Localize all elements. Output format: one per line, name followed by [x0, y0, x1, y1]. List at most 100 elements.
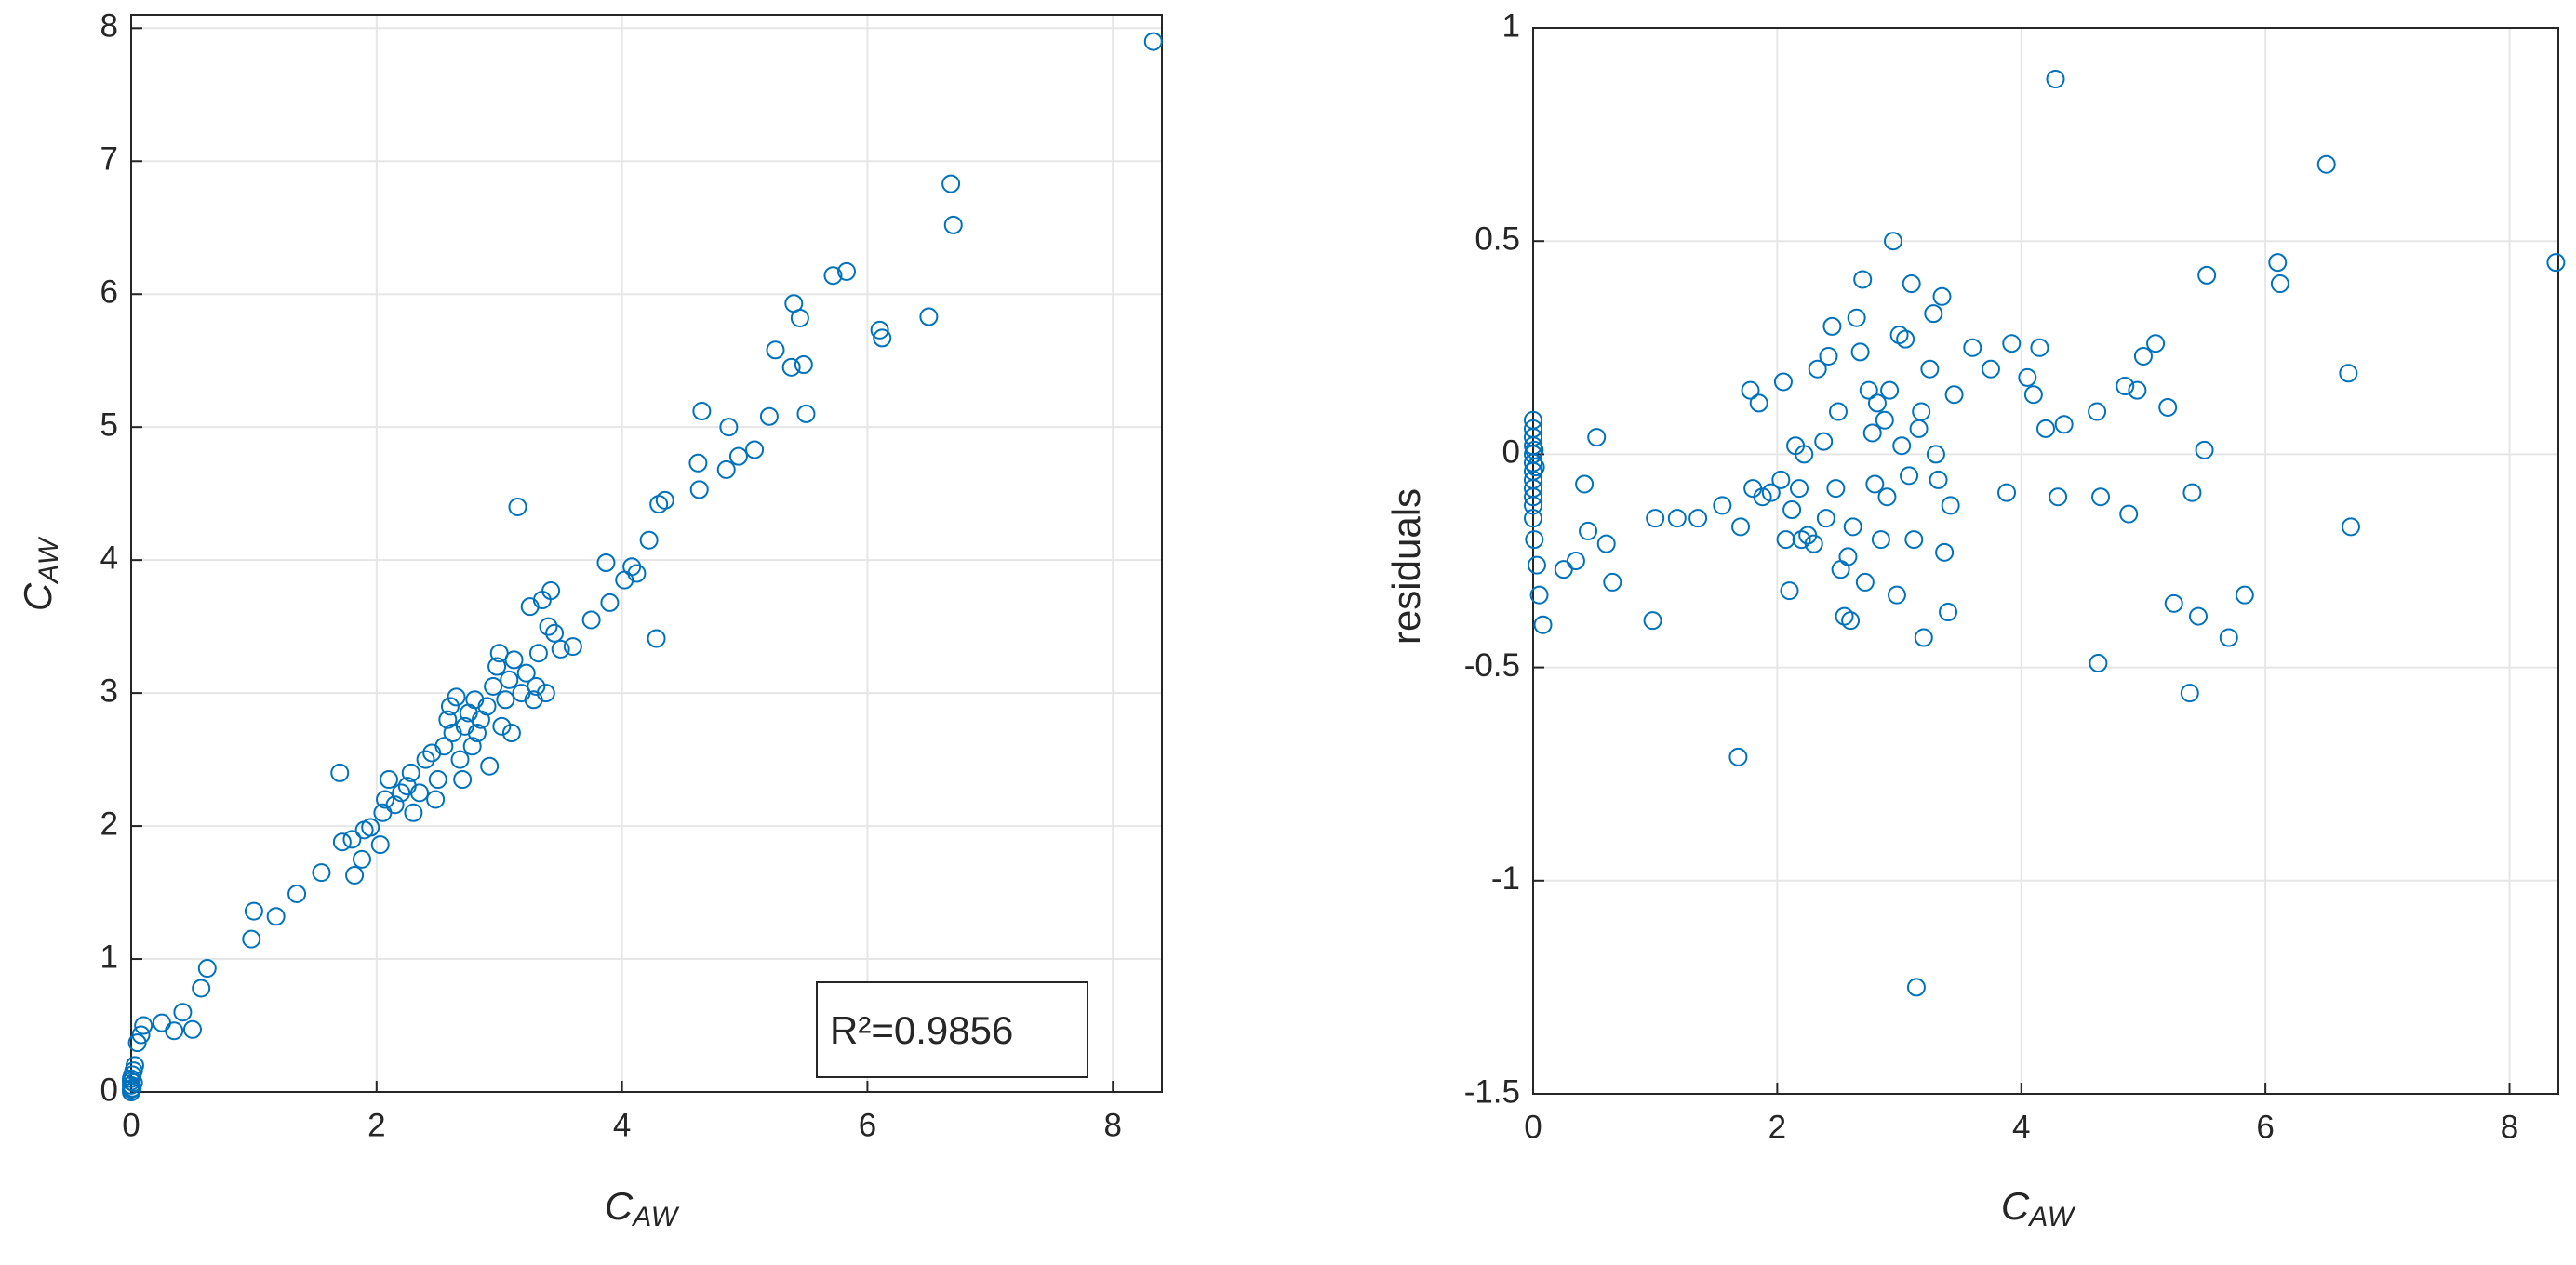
point: [2182, 483, 2202, 502]
point: [2235, 585, 2254, 605]
axis-label: CAW: [605, 1184, 680, 1232]
point: [1871, 530, 1890, 550]
point: [1776, 530, 1795, 550]
point: [1843, 517, 1862, 537]
point: [345, 865, 365, 885]
point: [242, 929, 261, 949]
point: [794, 354, 813, 374]
x-tick-label: 2: [1768, 1109, 1786, 1145]
point: [453, 770, 473, 790]
point: [2091, 487, 2111, 507]
point: [837, 261, 857, 281]
x-tick-label: 8: [2501, 1109, 2518, 1145]
point: [1902, 274, 1921, 294]
point: [1795, 445, 1814, 464]
point: [2316, 154, 2336, 174]
point: [1819, 346, 1838, 366]
point: [1941, 496, 1960, 515]
point: [649, 495, 669, 514]
point: [1853, 270, 1873, 289]
point: [480, 756, 500, 776]
y-tick-label: 8: [100, 8, 118, 45]
point: [790, 308, 809, 327]
point: [1887, 585, 1906, 605]
point: [2268, 253, 2288, 273]
point: [1808, 359, 1827, 379]
point: [1877, 487, 1897, 507]
point: [873, 328, 892, 348]
point: [759, 406, 779, 426]
point: [1771, 470, 1791, 489]
point: [1865, 474, 1885, 494]
y-tick-label: 0.5: [1475, 220, 1520, 257]
point: [409, 783, 429, 803]
x-tick-label: 6: [2256, 1109, 2274, 1145]
point: [1529, 585, 1549, 605]
y-tick-label: 0: [100, 1072, 118, 1108]
point: [1524, 509, 1542, 528]
point: [1828, 402, 1848, 421]
point: [1143, 32, 1163, 51]
point: [1912, 402, 1931, 421]
point: [352, 849, 371, 869]
point: [2158, 397, 2178, 417]
point: [2197, 265, 2217, 285]
point: [2116, 377, 2135, 396]
point: [312, 863, 331, 883]
point: [1932, 286, 1952, 306]
point: [1889, 326, 1909, 345]
point: [688, 453, 708, 473]
y-tick-label: 5: [100, 406, 118, 443]
point: [385, 795, 405, 815]
point: [2219, 628, 2238, 647]
point: [627, 564, 647, 583]
x-tick-label: 8: [1104, 1107, 1122, 1143]
y-tick-label: -1.5: [1464, 1073, 1520, 1110]
point: [563, 637, 582, 657]
point: [943, 215, 963, 234]
point: [870, 320, 889, 340]
point: [941, 174, 961, 193]
point: [1525, 530, 1544, 550]
point: [1826, 479, 1846, 499]
point: [596, 553, 616, 573]
point: [796, 404, 816, 423]
point: [1920, 359, 1940, 379]
point: [392, 783, 411, 803]
point: [244, 901, 263, 921]
point: [1892, 436, 1912, 456]
point: [1753, 487, 1772, 507]
point: [1981, 359, 2000, 379]
point: [781, 357, 801, 377]
point: [2188, 606, 2208, 626]
point: [1804, 534, 1823, 553]
point: [1855, 572, 1875, 592]
point: [728, 446, 748, 466]
point: [380, 770, 398, 790]
point: [1688, 509, 1708, 528]
point: [823, 266, 843, 286]
point: [2054, 415, 2074, 434]
point: [131, 1025, 151, 1045]
point: [2146, 334, 2166, 353]
point: [1728, 747, 1748, 766]
point: [434, 737, 454, 756]
point: [1939, 603, 1958, 622]
point: [1963, 338, 1982, 357]
point: [1792, 530, 1811, 550]
point: [1524, 496, 1542, 515]
y-tick-label: 2: [100, 806, 118, 842]
y-tick-label: 7: [100, 141, 118, 178]
point: [1909, 419, 1929, 438]
point: [1667, 509, 1687, 528]
x-tick-label: 2: [367, 1107, 385, 1143]
point: [462, 737, 482, 756]
point: [1741, 380, 1760, 400]
point: [745, 440, 765, 459]
point: [508, 497, 527, 516]
point: [2002, 334, 2022, 353]
point: [1884, 232, 1903, 251]
point: [581, 610, 601, 630]
point: [2270, 274, 2289, 294]
